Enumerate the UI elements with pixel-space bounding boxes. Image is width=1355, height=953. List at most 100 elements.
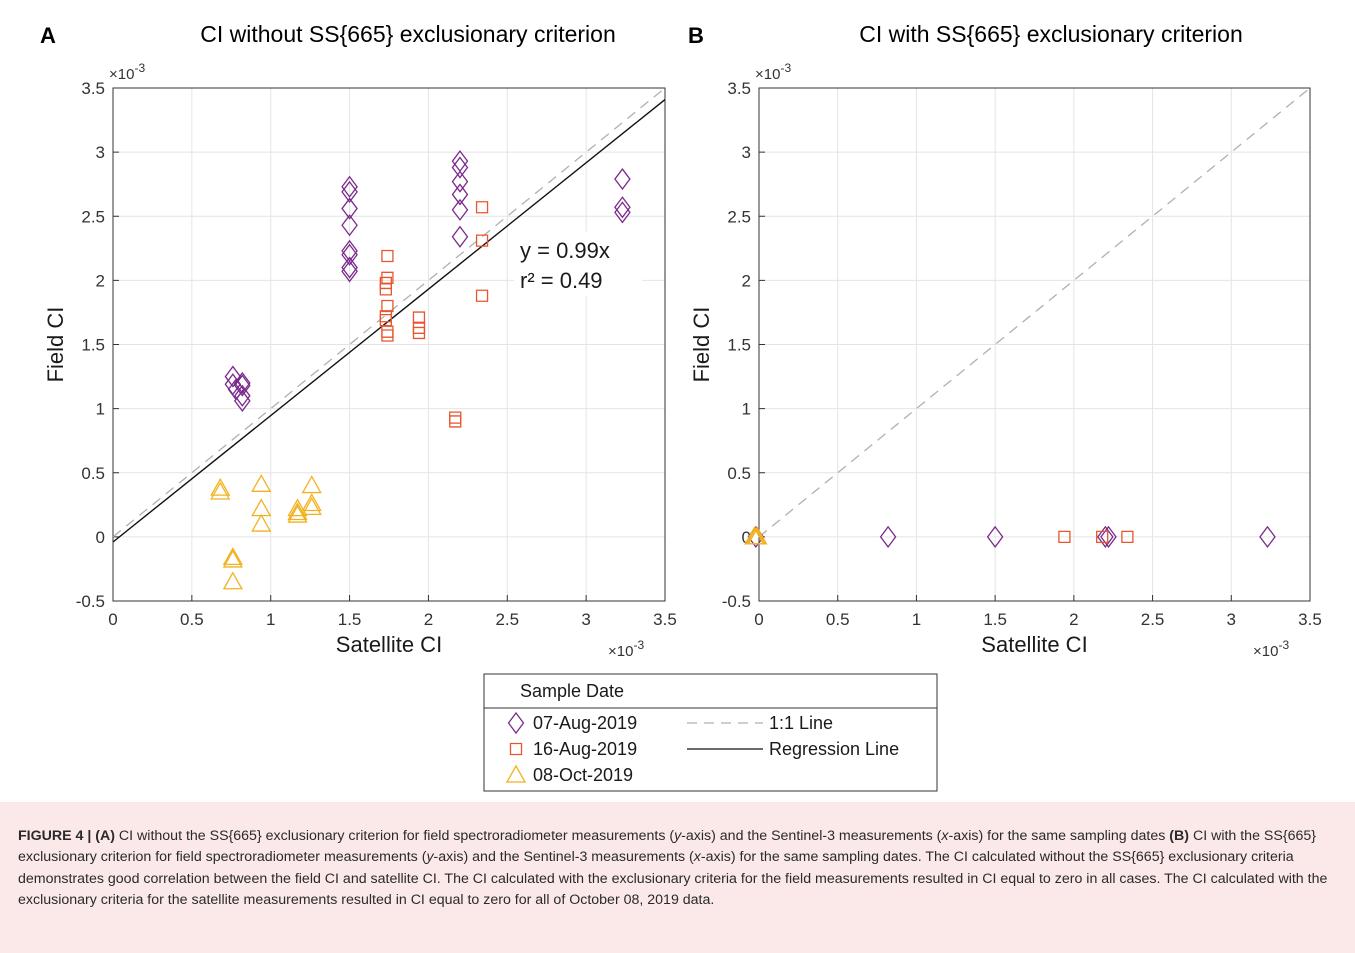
caption-x-1: x [941, 828, 949, 844]
x-tick-label: 0.5 [826, 610, 850, 629]
caption-y-2: y [426, 849, 434, 866]
diamond-point [341, 256, 358, 279]
y-tick-label: 3 [742, 143, 751, 162]
square-point [475, 289, 489, 302]
square-point [1121, 530, 1134, 544]
diamond-point [614, 201, 631, 224]
data-layer [113, 88, 665, 543]
regression-r2: r² = 0.49 [520, 268, 603, 293]
y-tick-label: 0.5 [727, 464, 751, 483]
square-point [381, 249, 394, 263]
y-tick-label: 0 [742, 528, 751, 547]
caption-text-5: -axis) and the Sentinel-3 measurements ( [433, 849, 694, 866]
regression-equation: y = 0.99x [520, 238, 610, 263]
x-tick-label: 2 [1069, 610, 1078, 629]
x-tick-label: 2.5 [1141, 610, 1165, 629]
diamond-point [1100, 525, 1117, 548]
x-tick-label: 1 [266, 610, 275, 629]
diamond-point [451, 198, 469, 221]
x-tick-label: 1 [912, 610, 921, 629]
square-point [475, 234, 489, 247]
y-tick-label: 1 [96, 400, 105, 419]
x-axis-multiplier: ×10-3 [1253, 638, 1289, 660]
triangle-point [222, 547, 243, 566]
triangle-point [287, 498, 308, 517]
y-tick-label: 0 [96, 528, 105, 547]
legend-label: Regression Line [769, 739, 899, 759]
legend: Sample Date 07-Aug-2019 16-Aug-2019 08-Oct-… [483, 673, 938, 792]
diamond-point [451, 170, 469, 193]
diamond-point [234, 374, 251, 397]
y-tick-label: -0.5 [76, 592, 105, 611]
x-axis-multiplier: ×10-3 [608, 638, 644, 660]
diamond-point [614, 196, 631, 219]
caption-text-2: -axis) and the Sentinel-3 measurements ( [681, 828, 942, 844]
caption-band [0, 802, 1355, 953]
diamond-point [341, 243, 358, 266]
diamond-point [224, 365, 242, 388]
diamond-point [341, 197, 358, 220]
y-axis-multiplier: ×10-3 [109, 61, 145, 83]
legend-label: 1:1 Line [769, 713, 833, 733]
x-tick-label: 1.5 [983, 610, 1007, 629]
x-tick-label: 3 [1227, 610, 1236, 629]
legend-label: 16-Aug-2019 [533, 739, 637, 759]
diamond-point [1097, 525, 1114, 548]
triangle-point [222, 549, 243, 568]
square-point [381, 299, 394, 313]
regression-line [113, 98, 665, 543]
legend-title: Sample Date [520, 681, 624, 701]
panel-letter: A [40, 23, 56, 48]
y-axis-label: Field CI [689, 307, 714, 383]
y-tick-label: 2.5 [81, 207, 105, 226]
x-tick-label: 1.5 [338, 610, 362, 629]
diamond-point [879, 525, 897, 548]
square-point [1096, 530, 1109, 544]
figure-caption: FIGURE 4 | (A) CI without the SS{665} ex… [18, 826, 1338, 911]
diamond-point [341, 175, 358, 198]
caption-text-3: -axis) for the same sampling dates [948, 828, 1170, 844]
chart-title: CI without SS{665} exclusionary criterio… [200, 21, 616, 47]
square-point [381, 271, 394, 284]
diamond-point [451, 183, 469, 206]
y-tick-label: 2.5 [727, 207, 751, 226]
diamond-point [986, 525, 1004, 548]
y-tick-label: 2 [96, 271, 105, 290]
triangle-point [287, 502, 308, 521]
triangle-point [301, 497, 322, 516]
y-tick-label: 3 [96, 143, 105, 162]
x-tick-label: 2 [424, 610, 433, 629]
triangle-point [251, 513, 272, 532]
caption-text-6: -axis) for the same sampling dates. The … [18, 849, 1328, 908]
legend-square-icon [509, 742, 523, 756]
diamond-point [341, 214, 358, 237]
caption-x-2: x [693, 849, 701, 866]
x-tick-label: 0 [108, 610, 117, 629]
y-axis-multiplier: ×10-3 [755, 61, 791, 83]
x-tick-label: 2.5 [495, 610, 519, 629]
caption-text-4: CI with the SS{665} exclusionary criteri… [18, 828, 1316, 866]
x-tick-label: 3 [581, 610, 590, 629]
y-tick-label: 2 [742, 271, 751, 290]
y-tick-label: 0.5 [81, 464, 105, 483]
caption-b-label: (B) [1169, 828, 1189, 844]
y-tick-label: 1.5 [81, 336, 105, 355]
triangle-point [210, 481, 231, 500]
diamond-point [614, 167, 631, 191]
diamond-point [234, 389, 251, 413]
square-point [381, 329, 394, 342]
legend-label: 07-Aug-2019 [533, 713, 637, 733]
caption-y-1: y [674, 828, 682, 844]
triangle-point [287, 504, 308, 523]
square-point [412, 326, 426, 340]
x-axis-label: Satellite CI [981, 632, 1087, 657]
annotation-background [514, 232, 642, 296]
x-tick-label: 0 [754, 610, 763, 629]
triangle-point [222, 571, 243, 590]
caption-text-1: CI without the SS{665} exclusionary crit… [114, 828, 675, 844]
legend-triangle-icon [505, 764, 527, 783]
y-tick-label: 3.5 [81, 79, 105, 98]
x-tick-label: 3.5 [653, 610, 677, 629]
y-tick-label: 1.5 [727, 336, 751, 355]
